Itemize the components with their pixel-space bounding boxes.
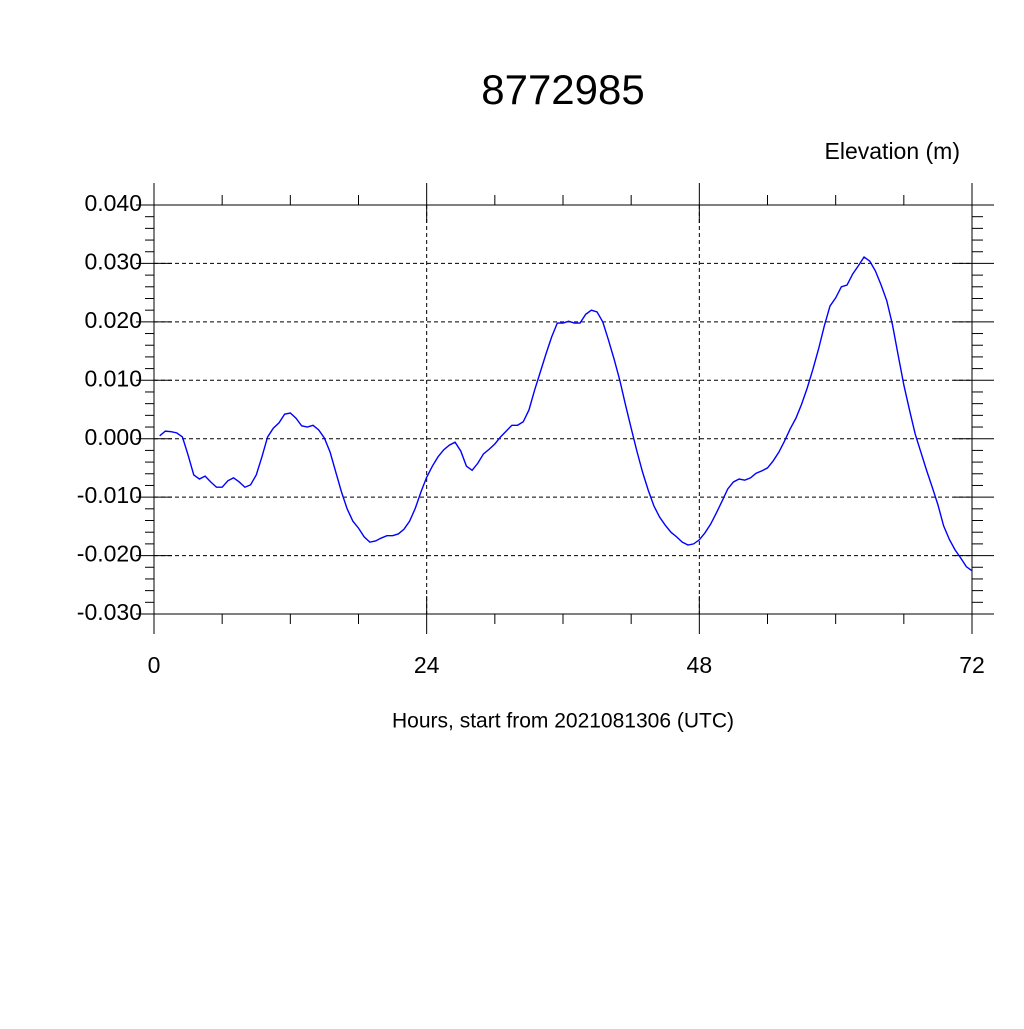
y-axis-label: Elevation (m) [825, 138, 960, 164]
x-axis-label: Hours, start from 2021081306 (UTC) [392, 710, 734, 733]
data-line [159, 256, 973, 572]
y-tick-label: -0.030 [77, 599, 142, 625]
y-tick-label: 0.010 [84, 365, 142, 391]
y-tick-label: 0.000 [84, 424, 142, 450]
x-tick-label: 0 [148, 652, 161, 678]
y-tick-label: 0.030 [84, 249, 142, 275]
x-tick-label: 72 [959, 652, 985, 678]
y-tick-label: 0.020 [84, 307, 142, 333]
x-tick-label: 48 [687, 652, 713, 678]
y-tick-label: -0.010 [77, 482, 142, 508]
x-tick-label: 24 [414, 652, 440, 678]
plot-frame [153, 204, 973, 615]
y-tick-label: -0.020 [77, 541, 142, 567]
chart-title: 8772985 [481, 66, 645, 113]
y-tick-label: 0.040 [84, 190, 142, 216]
